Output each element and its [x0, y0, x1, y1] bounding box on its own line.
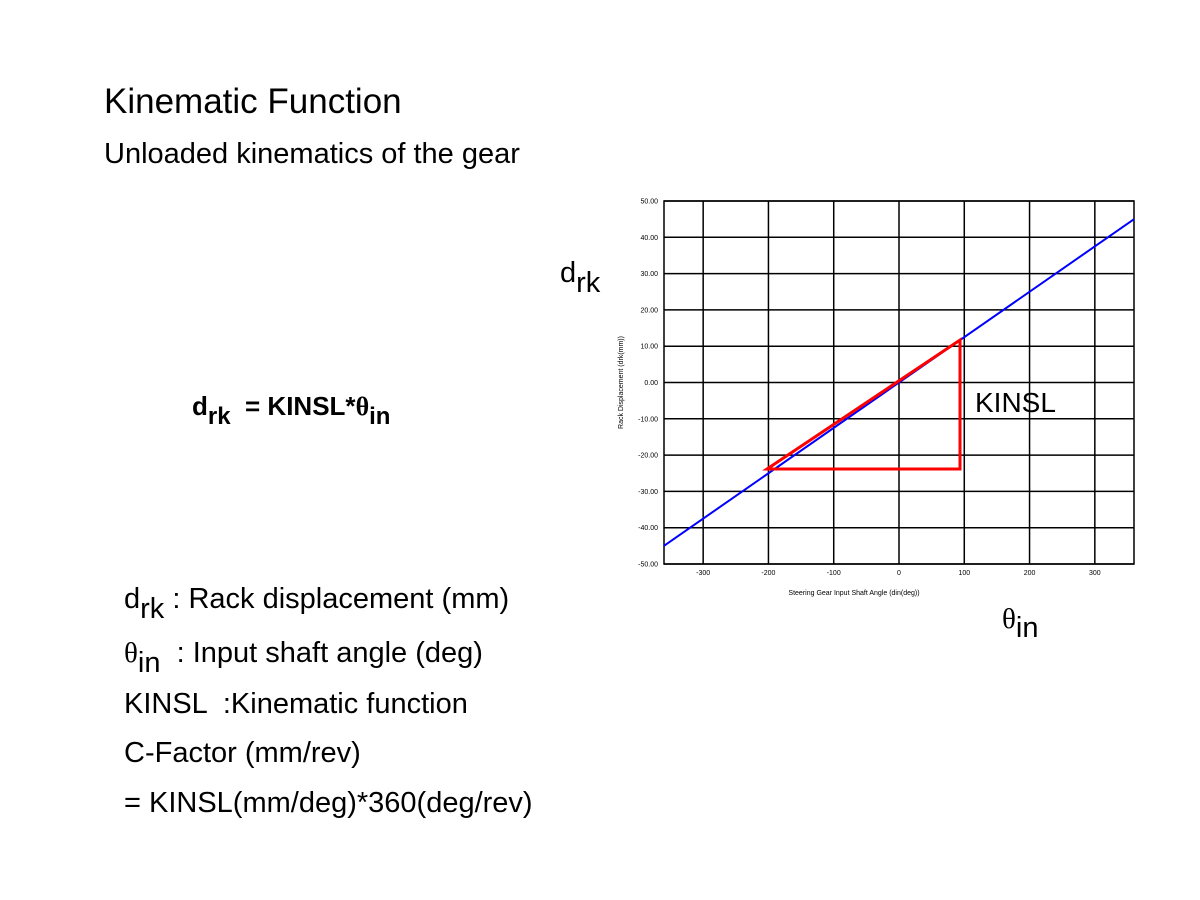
overlay: KINSL	[762, 337, 1056, 471]
annotation-symbol: d	[560, 257, 576, 289]
definition-sub: in	[138, 647, 161, 679]
y-tick-label: 10.00	[640, 344, 658, 351]
x-axis-label: Steering Gear Input Shaft Angle (din(deg…	[788, 590, 919, 597]
definition: θin : Input shaft angle (deg)	[124, 637, 483, 679]
x-tick-label: -300	[696, 570, 710, 577]
y-tick-label: -30.00	[638, 489, 658, 496]
definition-text: = KINSL(mm/deg)*360(deg/rev)	[124, 787, 533, 819]
slope-annotation: KINSL	[975, 387, 1056, 418]
slope-triangle	[762, 337, 962, 471]
annotation-symbol: θ	[1002, 603, 1016, 635]
definition-text: C-Factor (mm/rev)	[124, 737, 361, 769]
formula: drk = KINSL*θin	[192, 391, 390, 430]
formula-part: d	[192, 391, 208, 421]
formula-part: in	[369, 403, 390, 430]
y-tick-label: 30.00	[640, 271, 658, 278]
definition-symbol: θ	[124, 637, 138, 669]
y-axis-label: Rack Displacement (drk(mm))	[618, 336, 625, 429]
x-tick-label: 200	[1024, 570, 1036, 577]
y-tick-label: -10.00	[638, 416, 658, 423]
title: Kinematic Function	[104, 82, 402, 121]
x-tick-label: 100	[958, 570, 970, 577]
y-tick-label: 40.00	[640, 235, 658, 242]
y-tick-label: 0.00	[644, 380, 658, 387]
x-tick-label: -100	[827, 570, 841, 577]
annotation-sub: in	[1016, 612, 1039, 644]
annotation-sub: rk	[576, 267, 601, 299]
y-tick-label: 50.00	[640, 199, 658, 206]
y-tick-label: -50.00	[638, 562, 658, 569]
x-annotation: θin	[1002, 603, 1038, 644]
y-annotation: drk	[560, 257, 601, 299]
definition-text: : Input shaft angle (deg)	[160, 637, 482, 669]
y-tick-label: 20.00	[640, 307, 658, 314]
formula-part: θ	[356, 392, 370, 421]
y-tick-label: -40.00	[638, 525, 658, 532]
x-tick-label: 0	[897, 570, 901, 577]
definition-sub: rk	[140, 593, 165, 625]
formula-part: = KINSL*	[231, 391, 357, 421]
x-tick-label: -200	[761, 570, 775, 577]
x-tick-label: 300	[1089, 570, 1101, 577]
definition-text: : Rack displacement (mm)	[164, 583, 509, 615]
definition-symbol: d	[124, 583, 140, 615]
subtitle: Unloaded kinematics of the gear	[104, 138, 520, 170]
formula-part: rk	[208, 403, 231, 430]
definition: drk : Rack displacement (mm)	[124, 583, 509, 625]
definition-text: KINSL :Kinematic function	[124, 688, 468, 720]
y-tick-label: -20.00	[638, 453, 658, 460]
